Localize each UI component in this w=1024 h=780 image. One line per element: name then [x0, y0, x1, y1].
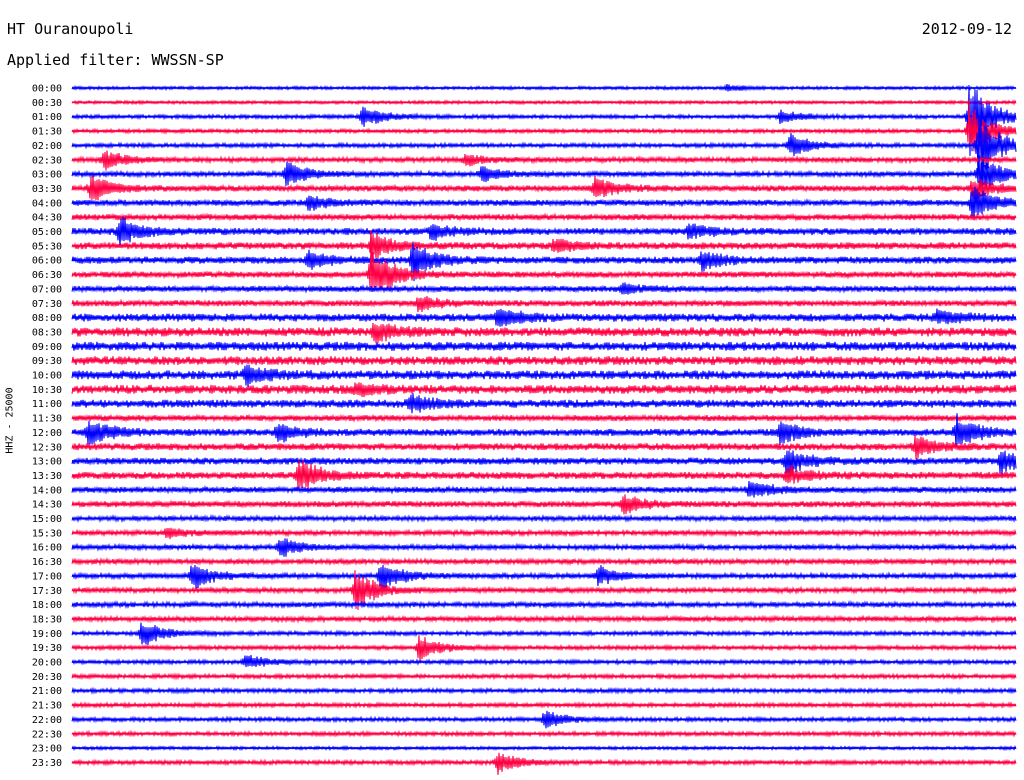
tick-label-0400: 04:00 — [32, 198, 62, 209]
tick-label-0300: 03:00 — [32, 170, 62, 181]
trace-1330 — [71, 459, 1017, 489]
trace-0730 — [71, 295, 1017, 313]
tick-label-1700: 17:00 — [32, 571, 62, 582]
tick-label-1830: 18:30 — [32, 614, 62, 625]
tick-label-1400: 14:00 — [32, 485, 62, 496]
trace-0530 — [71, 229, 1017, 259]
tick-label-0900: 09:00 — [32, 342, 62, 353]
trace-2000 — [71, 655, 1017, 668]
trace-0330 — [71, 175, 1017, 201]
tick-label-0800: 08:00 — [32, 313, 62, 324]
tick-label-0830: 08:30 — [32, 327, 62, 338]
trace-1700 — [71, 564, 1017, 590]
trace-0130 — [71, 100, 1017, 152]
tick-label-2130: 21:30 — [32, 701, 62, 712]
tick-label-2330: 23:30 — [32, 758, 62, 769]
trace-1000 — [71, 364, 1017, 388]
tick-label-1200: 12:00 — [32, 428, 62, 439]
tick-label-1530: 15:30 — [32, 528, 62, 539]
tick-label-0530: 05:30 — [32, 241, 62, 252]
trace-1200 — [71, 413, 1017, 448]
trace-0630 — [71, 243, 1017, 291]
tick-label-0200: 02:00 — [32, 141, 62, 152]
tick-label-1330: 13:30 — [32, 471, 62, 482]
tick-label-2300: 23:00 — [32, 744, 62, 755]
tick-label-1130: 11:30 — [32, 414, 62, 425]
seismogram-traces — [71, 84, 1017, 775]
time-tick-labels: 00:00 00:30 01:00 01:30 02:00 02:30 03:00 03:30… — [32, 84, 62, 769]
tick-label-0230: 02:30 — [32, 155, 62, 166]
tick-label-1000: 10:00 — [32, 371, 62, 382]
tick-label-1100: 11:00 — [32, 399, 62, 410]
tick-label-2200: 22:00 — [32, 715, 62, 726]
tick-label-2230: 22:30 — [32, 729, 62, 740]
tick-label-0730: 07:30 — [32, 299, 62, 310]
tick-label-1800: 18:00 — [32, 600, 62, 611]
trace-1300 — [71, 450, 1017, 475]
tick-label-0600: 06:00 — [32, 256, 62, 267]
tick-label-0030: 00:30 — [32, 98, 62, 109]
trace-0800 — [71, 308, 1017, 327]
tick-label-1730: 17:30 — [32, 586, 62, 597]
date-label: 2012-09-12 — [921, 20, 1012, 38]
tick-label-1900: 19:00 — [32, 629, 62, 640]
tick-label-0500: 05:00 — [32, 227, 62, 238]
tick-label-1230: 12:30 — [32, 442, 62, 453]
tick-label-1930: 19:30 — [32, 643, 62, 654]
trace-0830 — [71, 322, 1017, 344]
station-title: HT Ouranoupoli — [7, 20, 134, 38]
tick-label-1300: 13:00 — [32, 457, 62, 468]
trace-2330 — [71, 752, 1017, 775]
trace-1030 — [71, 382, 1017, 398]
tick-label-0100: 01:00 — [32, 112, 62, 123]
tick-label-0130: 01:30 — [32, 127, 62, 138]
tick-label-1600: 16:00 — [32, 543, 62, 554]
tick-label-2030: 20:30 — [32, 672, 62, 683]
tick-label-0700: 07:00 — [32, 284, 62, 295]
tick-label-0430: 04:30 — [32, 213, 62, 224]
tick-label-1430: 14:30 — [32, 500, 62, 511]
tick-label-1030: 10:30 — [32, 385, 62, 396]
tick-label-2100: 21:00 — [32, 686, 62, 697]
tick-label-0630: 06:30 — [32, 270, 62, 281]
tick-label-0330: 03:30 — [32, 184, 62, 195]
tick-label-0000: 00:00 — [32, 84, 62, 95]
tick-label-2000: 20:00 — [32, 658, 62, 669]
tick-label-1630: 16:30 — [32, 557, 62, 568]
filter-label: Applied filter: WWSSN-SP — [7, 51, 224, 69]
tick-label-0930: 09:30 — [32, 356, 62, 367]
tick-label-1500: 15:00 — [32, 514, 62, 525]
